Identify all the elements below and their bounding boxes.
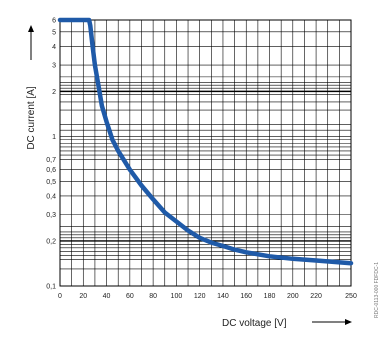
y-tick-label: 0,2: [46, 238, 56, 245]
x-tick-labels: 0 20 40 60 80 100 120 140 160 180 200 220 250: [58, 293, 357, 300]
grid: [60, 20, 351, 286]
y-tick-label: 1: [52, 134, 56, 141]
x-tick-label: 140: [217, 293, 229, 300]
y-tick-label: 5: [52, 29, 56, 36]
x-tick-label: 120: [194, 293, 206, 300]
plot-frame: [59, 19, 352, 287]
y-tick-label: 0,6: [46, 167, 56, 174]
y-tick-label: 3: [52, 63, 56, 70]
y-tick-label: 4: [52, 44, 56, 51]
load-limit-curve: [57, 17, 354, 266]
x-tick-label: 180: [264, 293, 276, 300]
y-tick-label: 0,1: [46, 284, 56, 291]
y-tick-label: 0,4: [46, 193, 56, 200]
side-reference-code: RDC-0113-000 FDFDC-1: [374, 262, 380, 318]
y-tick-labels: 0,1 0,2 0,3 0,4 0,5 0,6 0,7 1 2 3 4 5 6: [46, 18, 56, 291]
y-tick-label: 2: [52, 89, 56, 96]
y-tick-label: 0,7: [46, 157, 56, 164]
x-tick-label: 40: [103, 293, 111, 300]
y-tick-label: 0,3: [46, 212, 56, 219]
x-tick-label: 220: [310, 293, 322, 300]
x-tick-label: 160: [240, 293, 252, 300]
y-tick-label: 0,5: [46, 179, 56, 186]
x-tick-label: 60: [126, 293, 134, 300]
x-tick-label: 20: [79, 293, 87, 300]
y-tick-label: 6: [52, 18, 56, 25]
x-axis-title: DC voltage [V]: [222, 318, 287, 329]
x-axis-arrow: [312, 319, 352, 325]
x-tick-label: 250: [345, 293, 357, 300]
curve-layer: [57, 17, 354, 266]
y-axis-title: DC current [A]: [26, 86, 37, 150]
x-tick-label: 200: [287, 293, 299, 300]
x-tick-label: 0: [58, 293, 62, 300]
x-tick-label: 80: [149, 293, 157, 300]
x-tick-label: 100: [171, 293, 183, 300]
y-axis-arrow: [28, 25, 34, 60]
